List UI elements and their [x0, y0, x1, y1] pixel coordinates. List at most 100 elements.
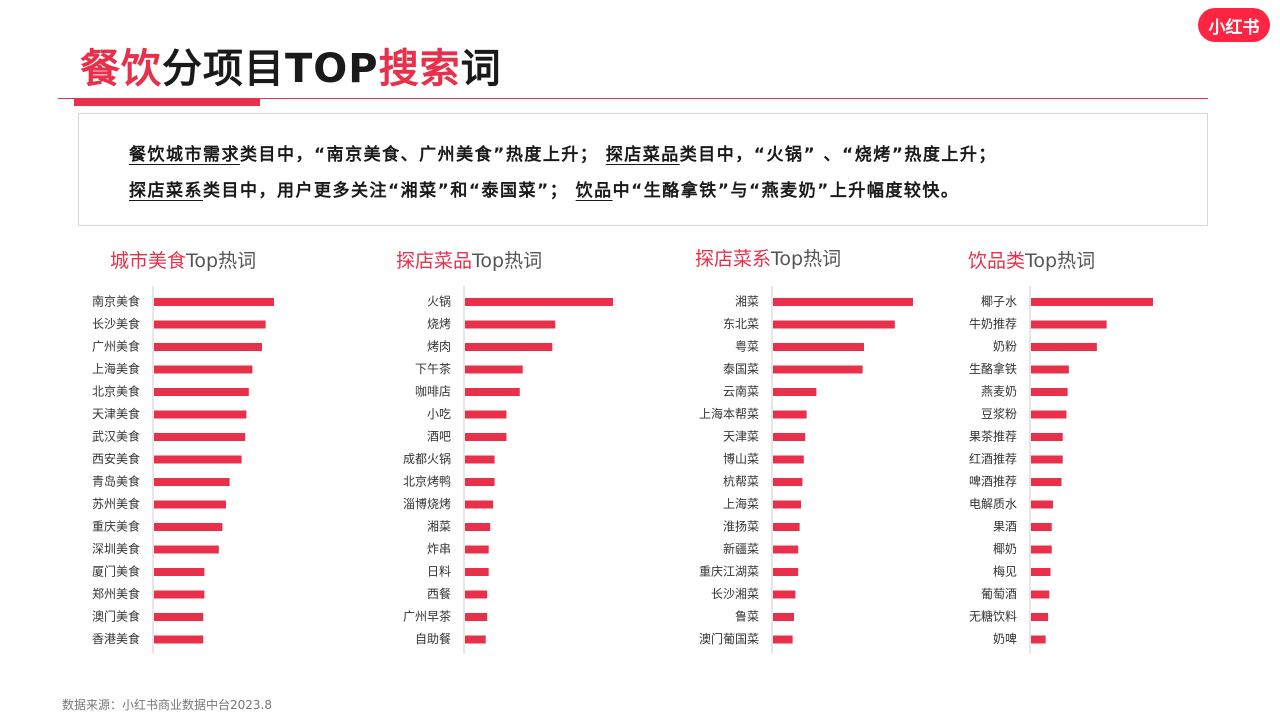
category-label: 葡萄酒	[981, 587, 1017, 601]
bar	[154, 455, 242, 464]
bar	[154, 343, 262, 351]
summary-line-1: 餐饮城市需求类目中，“南京美食、广州美食”热度上升； 探店菜品类目中，“火锅” …	[129, 140, 997, 165]
bar	[773, 613, 794, 621]
bar	[465, 545, 489, 554]
category-label: 武汉美食	[92, 429, 140, 444]
summary-line-2: 探店菜系类目中，用户更多关注“湘菜”和“泰国菜”； 饮品中“生酪拿铁”与“燕麦奶…	[129, 176, 959, 201]
summary-keyword: 探店菜系	[129, 181, 203, 201]
bar	[1031, 433, 1063, 441]
bar	[773, 433, 806, 441]
bar	[154, 590, 205, 599]
bar	[773, 365, 863, 374]
summary-keyword: 餐饮城市需求	[129, 145, 240, 165]
bar	[465, 298, 613, 306]
category-label: 奶啤	[993, 631, 1017, 646]
bar	[1031, 455, 1063, 464]
bar	[465, 635, 486, 644]
page-title: 餐饮分项目TOP搜索词	[80, 36, 502, 94]
bar	[154, 433, 246, 441]
category-label: 果茶推荐	[969, 429, 1017, 444]
bar	[1031, 590, 1050, 599]
category-label: 上海美食	[92, 361, 140, 376]
bar	[154, 320, 266, 329]
title-part3: 搜索	[378, 46, 461, 92]
category-label: 深圳美食	[92, 541, 140, 556]
category-label: 西安美食	[92, 451, 140, 466]
category-label: 南京美食	[92, 294, 140, 309]
bar	[154, 568, 205, 576]
bar	[1031, 545, 1052, 554]
category-label: 郑州美食	[92, 586, 140, 601]
category-label: 重庆江湖菜	[699, 564, 759, 579]
title-part1: 餐饮	[80, 46, 162, 92]
bar	[465, 590, 488, 599]
category-label: 青岛美食	[92, 474, 140, 489]
chart-dishes: 火锅烧烤烤肉下午茶咖啡店小吃酒吧成都火锅北京烤鸭淄博烧烤湘菜炸串日料西餐广州早茶…	[403, 286, 613, 654]
category-label: 上海本帮菜	[699, 406, 759, 421]
summary-box: 餐饮城市需求类目中，“南京美食、广州美食”热度上升； 探店菜品类目中，“火锅” …	[78, 113, 1208, 226]
bar	[1031, 343, 1097, 351]
category-label: 长沙美食	[92, 316, 140, 331]
bar	[773, 590, 796, 599]
category-label: 云南菜	[723, 384, 759, 399]
bar	[773, 568, 799, 576]
bar	[154, 635, 204, 644]
category-label: 自助餐	[415, 631, 451, 646]
category-label: 上海菜	[723, 496, 759, 511]
category-label: 新疆菜	[723, 541, 759, 556]
bar	[465, 343, 553, 351]
bar	[465, 320, 556, 329]
bar	[1031, 365, 1069, 374]
category-label: 咖啡店	[415, 384, 451, 399]
category-label: 苏州美食	[92, 496, 140, 511]
summary-text: 中“生酪拿铁”与“燕麦奶”上升幅度较快。	[612, 181, 960, 201]
panel-title-dishes: 探店菜品Top热词	[396, 250, 543, 272]
bar	[465, 388, 520, 396]
bar	[1031, 478, 1062, 486]
panel-title-drinks: 饮品类Top热词	[968, 250, 1096, 272]
category-label: 淄博烧烤	[403, 496, 451, 511]
category-label: 鲁菜	[735, 610, 759, 624]
bar	[773, 478, 803, 486]
category-label: 红酒推荐	[969, 451, 1017, 466]
category-label: 梅见	[993, 564, 1017, 579]
bar	[1031, 523, 1052, 531]
summary-text: 类目中，用户更多关注“湘菜”和“泰国菜”；	[203, 181, 569, 201]
bar	[154, 545, 219, 554]
bar	[465, 455, 495, 464]
bar	[465, 613, 488, 621]
category-label: 无糖饮料	[969, 609, 1017, 624]
category-label: 澳门葡国菜	[699, 631, 759, 646]
category-label: 豆浆粉	[981, 406, 1017, 421]
bar	[465, 523, 491, 531]
category-label: 天津菜	[723, 430, 759, 444]
summary-keyword: 探店菜品	[605, 145, 680, 165]
bar	[773, 388, 817, 396]
bar	[773, 455, 804, 464]
bar	[1031, 298, 1153, 306]
category-label: 天津美食	[92, 406, 140, 421]
category-label: 啤酒推荐	[969, 474, 1017, 489]
bar	[465, 500, 494, 509]
category-label: 西餐	[427, 586, 451, 601]
bar	[154, 298, 274, 306]
bar	[773, 343, 864, 351]
category-label: 小吃	[427, 407, 451, 421]
bar	[154, 410, 247, 419]
bar	[465, 568, 489, 576]
category-label: 淮扬菜	[723, 519, 759, 534]
chart-drinks: 椰子水牛奶推荐奶粉生酪拿铁燕麦奶豆浆粉果茶推荐红酒推荐啤酒推荐电解质水果酒椰奶梅…	[969, 286, 1153, 654]
bar	[773, 523, 800, 531]
category-label: 广州美食	[92, 339, 140, 354]
category-label: 广州早茶	[403, 609, 451, 624]
category-label: 烤肉	[427, 339, 451, 354]
category-label: 东北菜	[723, 317, 759, 331]
brand-logo: 小红书	[1198, 8, 1270, 42]
category-label: 炸串	[427, 542, 451, 556]
chart-city-food: 南京美食长沙美食广州美食上海美食北京美食天津美食武汉美食西安美食青岛美食苏州美食…	[92, 286, 274, 654]
title-part2: 分项目TOP	[162, 46, 379, 92]
category-label: 粤菜	[735, 339, 759, 354]
bar	[773, 545, 799, 554]
category-label: 电解质水	[969, 497, 1017, 511]
category-label: 烧烤	[427, 316, 451, 331]
